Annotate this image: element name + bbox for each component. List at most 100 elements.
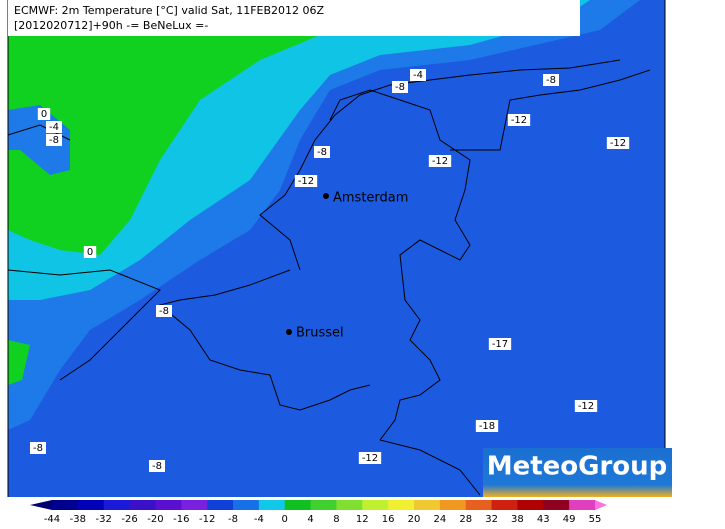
colorbar-label: -4 xyxy=(254,514,264,525)
colorbar-end xyxy=(595,500,607,510)
contour-label-text: -18 xyxy=(479,421,495,432)
contour-label-box xyxy=(410,69,426,81)
borders xyxy=(7,59,651,496)
colorbar: -44 -38 -32 -26 -20 -16 -12 -8 -4 0 4 8 12 16 20 24 28 32… xyxy=(30,500,607,525)
city-label: Brussel xyxy=(296,326,344,341)
contour-label: -12 xyxy=(428,155,452,167)
contour-label-box xyxy=(358,452,382,464)
colorbar-label: 8 xyxy=(333,514,339,525)
contour-label-box xyxy=(37,108,51,120)
contour-label-text: -12 xyxy=(511,115,527,126)
city-dot xyxy=(323,193,329,199)
contour-label: -8 xyxy=(543,74,559,86)
colorbar-label: -12 xyxy=(199,514,215,525)
colorbar-label: -32 xyxy=(96,514,112,525)
colorbar-segment xyxy=(258,500,286,510)
contour-label-box xyxy=(156,305,172,317)
contour-label: -8 xyxy=(30,442,46,454)
colorbar-segment xyxy=(52,500,79,510)
contour-label-text: -12 xyxy=(298,176,314,187)
header-box xyxy=(8,0,580,36)
colorbar-segment xyxy=(103,500,131,510)
contour-label-text: -12 xyxy=(362,453,378,464)
colorbar-segment xyxy=(129,500,156,510)
contour-label: -8 xyxy=(314,146,330,158)
colorbar-label: -26 xyxy=(121,514,137,525)
colorbar-label: -20 xyxy=(147,514,163,525)
contour-label: -8 xyxy=(46,134,62,146)
logo-text: MeteoGroup xyxy=(487,452,668,482)
colorbar-segment xyxy=(284,500,312,510)
colorbar-segment xyxy=(310,500,337,510)
contour-label-text: -4 xyxy=(49,122,59,133)
contour-label-text: -8 xyxy=(152,461,162,472)
contour-label-box xyxy=(46,121,62,133)
contour-label-box xyxy=(314,146,330,158)
contour-label-box xyxy=(475,420,499,432)
colorbar-segment xyxy=(491,500,518,510)
colorbar-segment xyxy=(233,500,260,510)
contour-label: -8 xyxy=(392,81,408,93)
contour-labels: 0-4-80-4-8-8-12-8-12-12-12-8-17-12-18-8-… xyxy=(30,69,630,472)
colorbar-label: 49 xyxy=(563,514,576,525)
contour-label-text: -12 xyxy=(610,138,626,149)
colorbar-segment xyxy=(155,500,182,510)
header-line: ECMWF: 2m Temperature [°C] valid Sat, 11… xyxy=(14,4,325,17)
contour-label: -12 xyxy=(606,137,630,149)
contour-label-text: -12 xyxy=(432,156,448,167)
colorbar-label: 20 xyxy=(408,514,421,525)
city-dot xyxy=(286,329,292,335)
contour-label-box xyxy=(83,246,97,258)
contour-label: -17 xyxy=(488,338,512,350)
contour-label-box xyxy=(30,442,46,454)
contour-label-box xyxy=(488,338,512,350)
contour-label-box xyxy=(294,175,318,187)
colorbar-label: -16 xyxy=(173,514,189,525)
colorbar-segment xyxy=(362,500,389,510)
colorbar-label: 0 xyxy=(282,514,288,525)
colorbar-segment xyxy=(543,500,570,510)
contour-label: -8 xyxy=(156,305,172,317)
contour-label: -18 xyxy=(475,420,499,432)
colorbar-label: 38 xyxy=(511,514,524,525)
contour-label-text: 0 xyxy=(87,247,93,258)
colorbar-label: 32 xyxy=(485,514,498,525)
contour-label: -4 xyxy=(410,69,426,81)
colorbar-label: -8 xyxy=(228,514,238,525)
colorbar-label: 16 xyxy=(382,514,395,525)
frame xyxy=(7,0,666,497)
contour-label-box xyxy=(428,155,452,167)
colorbar-segment xyxy=(207,500,234,510)
city-label: Amsterdam xyxy=(333,191,408,206)
contour-label-box xyxy=(392,81,408,93)
contour-label-text: -12 xyxy=(578,401,594,412)
colorbar-segment xyxy=(569,500,596,510)
contour-label-text: -8 xyxy=(317,147,327,158)
map-area: Amsterdam Brussel 0-4-80-4-8-8-12-8-12-1… xyxy=(7,0,666,497)
contour-label-text: -8 xyxy=(33,443,43,454)
contour-label: -12 xyxy=(294,175,318,187)
contour-label: -8 xyxy=(149,460,165,472)
field-green-2 xyxy=(8,340,30,385)
contour-label-text: -17 xyxy=(492,339,508,350)
contour-label: 0 xyxy=(83,246,97,258)
colorbar-segment xyxy=(181,500,208,510)
colorbar-label: 12 xyxy=(356,514,369,525)
field-green xyxy=(8,35,320,255)
colorbar-label: 4 xyxy=(307,514,313,525)
colorbar-end xyxy=(30,500,52,510)
contour-label-box xyxy=(574,400,598,412)
colorbar-label: 43 xyxy=(537,514,550,525)
colorbar-label: 55 xyxy=(589,514,602,525)
colorbar-label: 28 xyxy=(459,514,472,525)
contour-label-box xyxy=(507,114,531,126)
contour-label: -12 xyxy=(574,400,598,412)
colorbar-segment xyxy=(414,500,441,510)
contour-label-box xyxy=(46,134,62,146)
colorbar-segment xyxy=(388,500,415,510)
contour-label-text: -8 xyxy=(159,306,169,317)
contour-label-box xyxy=(149,460,165,472)
contour-label: -4 xyxy=(46,121,62,133)
contour-label-text: -4 xyxy=(413,70,423,81)
